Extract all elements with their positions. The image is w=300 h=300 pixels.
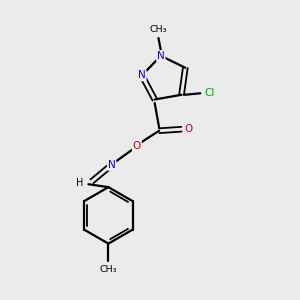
Text: H: H bbox=[76, 178, 84, 188]
Text: Cl: Cl bbox=[205, 88, 215, 98]
Text: N: N bbox=[157, 51, 165, 61]
Text: O: O bbox=[133, 141, 141, 151]
Text: O: O bbox=[185, 124, 193, 134]
Text: CH₃: CH₃ bbox=[150, 25, 167, 34]
Text: CH₃: CH₃ bbox=[100, 265, 117, 274]
Text: N: N bbox=[138, 70, 146, 80]
Text: N: N bbox=[108, 160, 116, 170]
